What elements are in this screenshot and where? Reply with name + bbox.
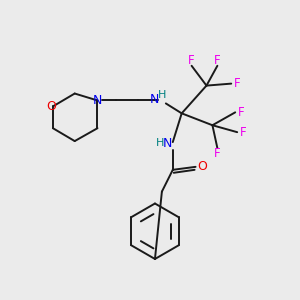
Text: O: O bbox=[46, 100, 56, 113]
Text: F: F bbox=[214, 148, 221, 160]
Text: F: F bbox=[214, 54, 221, 67]
Text: N: N bbox=[93, 94, 102, 107]
Text: F: F bbox=[238, 106, 244, 119]
Text: H: H bbox=[156, 138, 164, 148]
Text: F: F bbox=[188, 54, 195, 67]
Text: F: F bbox=[240, 126, 246, 139]
Text: N: N bbox=[149, 93, 159, 106]
Text: H: H bbox=[158, 89, 166, 100]
Text: N: N bbox=[163, 136, 172, 150]
Text: F: F bbox=[234, 77, 241, 90]
Text: O: O bbox=[198, 160, 207, 173]
